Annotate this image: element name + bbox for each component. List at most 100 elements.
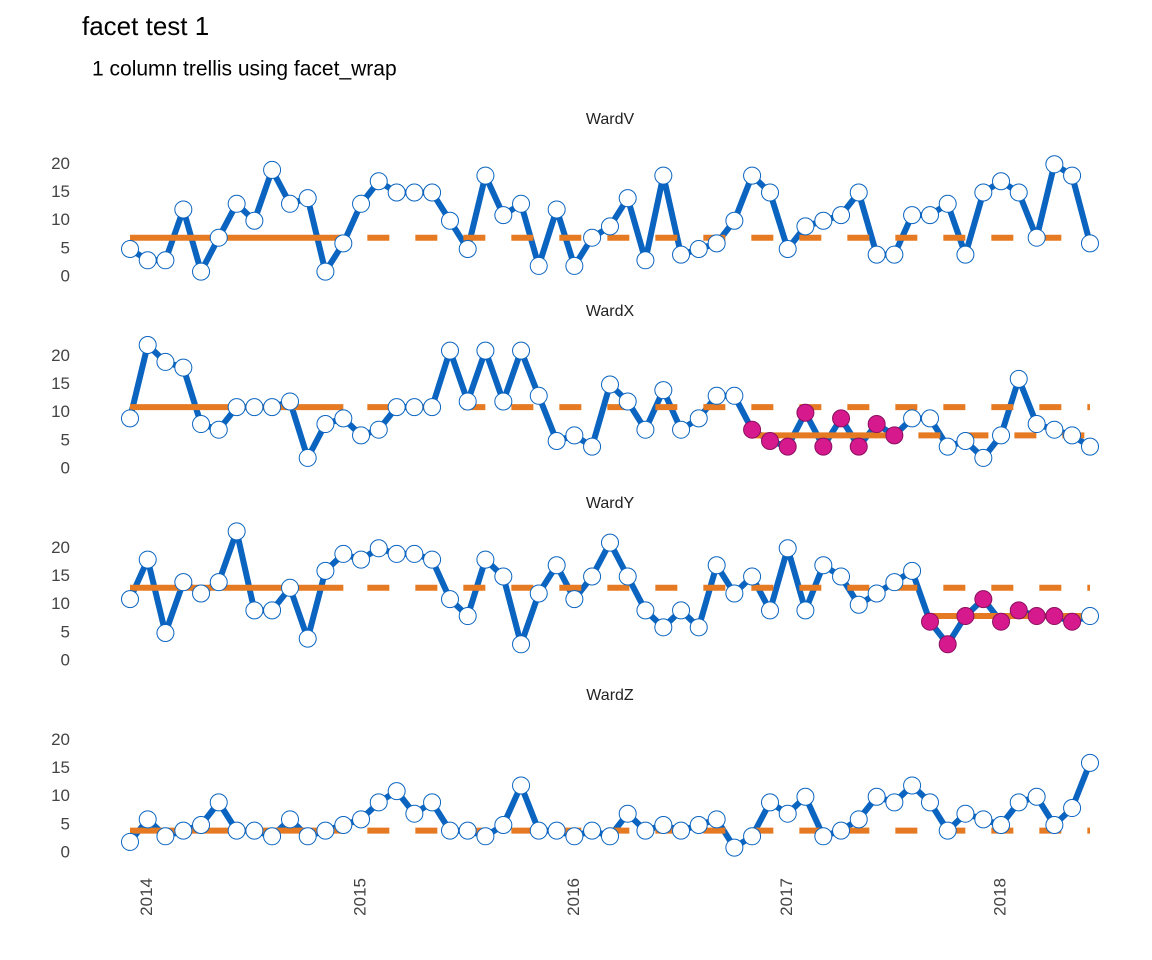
data-point [423,550,442,569]
highlight-point [867,415,886,434]
data-point [245,398,264,417]
data-point [494,206,513,225]
data-point [938,437,957,456]
data-point [654,166,673,185]
facet-title: WardX [586,303,635,320]
data-point [138,550,157,569]
highlight-point [1027,607,1046,626]
data-point [1009,793,1028,812]
data-point [1045,420,1064,439]
highlight-point [974,590,993,609]
highlight-point [761,431,779,450]
data-point [796,601,815,620]
data-point [743,567,762,586]
data-point [316,561,335,580]
data-point [867,584,886,603]
data-point [121,409,139,428]
data-point [956,245,975,264]
data-point [707,556,726,575]
y-tick-label: 5 [61,814,70,833]
data-point [921,793,939,812]
data-point [316,415,335,434]
highlight-point [832,409,851,428]
data-point [209,228,228,247]
data-point [316,262,335,281]
data-point [725,838,744,857]
data-point [192,815,211,834]
data-point [1027,415,1046,434]
data-point [441,821,459,840]
data-point [529,584,548,603]
data-point [903,561,922,580]
data-point [245,821,264,840]
data-point [1009,369,1028,388]
data-point [867,245,886,264]
data-point [263,601,282,620]
data-point [1063,166,1082,185]
data-point [903,206,922,225]
data-point [921,409,939,428]
data-point [192,262,211,281]
data-point [636,251,655,270]
highlight-point [814,437,833,456]
data-point [832,206,851,225]
data-point [725,211,744,230]
data-point [814,827,833,846]
y-tick-label: 10 [51,786,70,805]
data-point [227,398,246,417]
data-point [227,194,246,213]
data-point [121,239,139,258]
data-point [476,827,495,846]
y-tick-label: 20 [51,730,70,749]
data-point [618,567,637,586]
x-tick-label: 2018 [991,878,1010,916]
data-point [601,533,619,552]
data-point [778,239,797,258]
data-point [601,827,619,846]
y-tick-label: 20 [51,538,70,557]
data-point [547,821,566,840]
data-point [192,584,211,603]
data-point [512,341,531,360]
data-point [298,448,317,467]
data-point [618,392,637,411]
data-point [138,335,157,354]
data-point [992,172,1011,191]
data-point [1009,183,1028,202]
data-point [849,595,868,614]
data-point [245,601,264,620]
y-tick-label: 10 [51,594,70,613]
data-point [547,200,566,219]
data-point [334,815,353,834]
data-point [725,386,744,405]
data-point [938,821,957,840]
highlight-point [885,426,904,445]
data-point [725,584,744,603]
data-point [547,556,566,575]
data-point [601,375,619,394]
data-point [156,251,175,270]
y-tick-label: 0 [61,459,70,478]
data-point [334,544,353,563]
data-point [209,793,228,812]
facet-title: WardZ [586,687,634,704]
data-point [174,200,193,219]
data-point [281,810,299,829]
y-tick-label: 15 [51,566,70,585]
data-point [796,787,815,806]
data-point [743,827,762,846]
highlight-point [992,612,1011,631]
highlight-point [1009,601,1028,620]
data-point [761,183,779,202]
data-point [974,183,993,202]
y-tick-label: 5 [61,238,70,257]
data-point [423,183,442,202]
data-point [1081,234,1099,253]
data-point [494,567,513,586]
data-point [263,398,282,417]
data-point [1027,228,1046,247]
x-tick-label: 2015 [351,878,370,916]
data-point [441,211,459,230]
data-point [814,211,833,230]
